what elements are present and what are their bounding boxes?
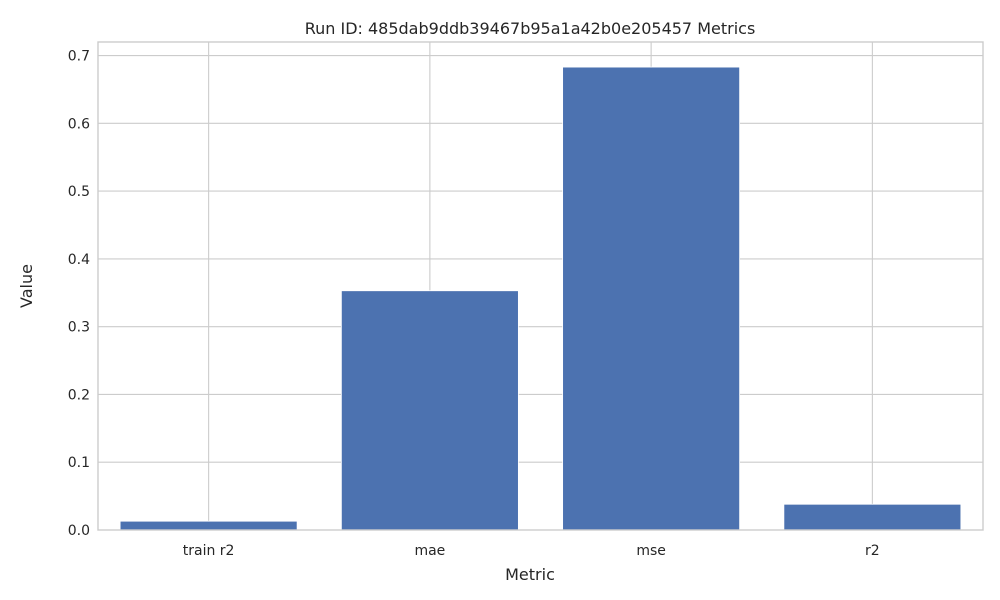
plot-frame (97, 41, 984, 531)
grid-lines (98, 42, 983, 531)
x-tick-label: mae (414, 543, 445, 559)
tick-labels: 0.0 0.1 0.2 0.3 0.4 0.5 0.6 0.7 train r2 mae mse r2 (68, 49, 880, 559)
bar-r2 (783, 503, 962, 531)
y-axis-label: Value (17, 264, 36, 308)
chart-title: Run ID: 485dab9ddb39467b95a1a42b0e205457… (305, 19, 756, 38)
x-tick-label: train r2 (183, 543, 235, 559)
y-tick-label: 0.4 (68, 252, 90, 268)
bar-mse (562, 66, 741, 531)
x-axis-label: Metric (505, 565, 555, 584)
x-tick-label: mse (636, 543, 666, 559)
y-tick-label: 0.1 (68, 455, 90, 471)
bar-train-r2 (119, 520, 298, 531)
y-tick-label: 0.7 (68, 49, 90, 65)
y-tick-label: 0.5 (68, 184, 90, 200)
y-tick-label: 0.6 (68, 116, 90, 132)
y-tick-label: 0.2 (68, 387, 90, 403)
bar-mae (340, 290, 519, 531)
y-tick-label: 0.0 (68, 523, 90, 539)
y-tick-label: 0.3 (68, 320, 90, 336)
bars (119, 66, 962, 531)
x-tick-label: r2 (865, 543, 880, 559)
